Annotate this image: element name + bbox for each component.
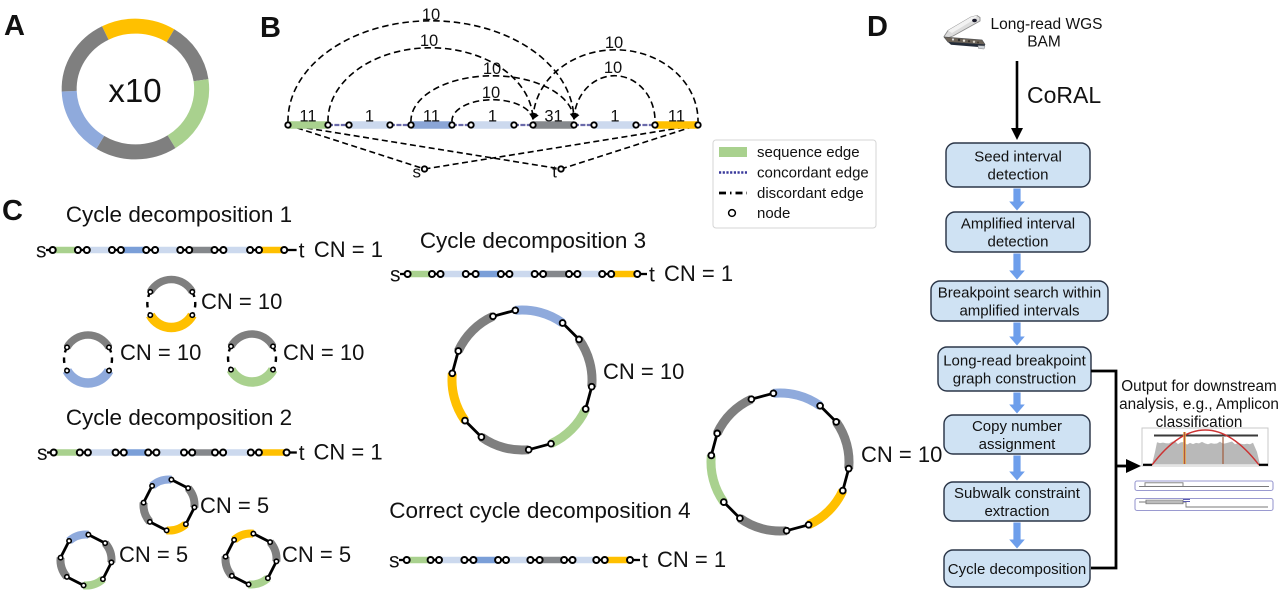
svg-text:t: t (642, 550, 648, 573)
svg-text:t: t (299, 442, 305, 465)
svg-text:10: 10 (604, 59, 622, 77)
svg-text:Long-read WGS: Long-read WGS (991, 16, 1103, 33)
svg-text:CN = 10: CN = 10 (201, 289, 282, 314)
svg-text:Seed interval: Seed interval (974, 149, 1062, 166)
svg-text:Subwalk constraint: Subwalk constraint (954, 485, 1081, 502)
svg-text:Cycle decomposition 3: Cycle decomposition 3 (420, 228, 646, 253)
svg-text:C: C (2, 195, 23, 227)
svg-text:classification: classification (1156, 414, 1243, 431)
svg-text:Long-read breakpoint: Long-read breakpoint (943, 353, 1086, 370)
svg-text:s: s (413, 163, 422, 182)
svg-text:CN = 10: CN = 10 (603, 359, 684, 384)
svg-text:1: 1 (488, 108, 497, 126)
svg-text:10: 10 (420, 32, 438, 50)
svg-text:s: s (390, 264, 401, 287)
svg-text:assignment: assignment (979, 436, 1057, 453)
svg-text:10: 10 (422, 6, 440, 24)
svg-text:D: D (867, 11, 888, 43)
svg-text:concordant edge: concordant edge (757, 165, 869, 182)
svg-text:detection: detection (988, 167, 1049, 184)
svg-text:s: s (37, 442, 48, 465)
svg-text:analysis, e.g., Amplicon: analysis, e.g., Amplicon (1119, 396, 1279, 413)
svg-text:BAM: BAM (1027, 34, 1061, 51)
svg-text:10: 10 (483, 60, 501, 78)
svg-text:CN = 1: CN = 1 (314, 440, 383, 465)
svg-text:sequence edge: sequence edge (757, 144, 860, 161)
svg-text:s: s (389, 550, 400, 573)
svg-text:10: 10 (482, 84, 500, 102)
svg-text:CN = 5: CN = 5 (200, 493, 269, 518)
svg-text:CoRAL: CoRAL (1027, 82, 1101, 108)
svg-text:t: t (299, 240, 305, 263)
svg-text:CN = 1: CN = 1 (657, 547, 726, 572)
svg-text:amplified intervals: amplified intervals (959, 303, 1079, 320)
svg-text:s: s (36, 240, 47, 263)
svg-text:CN = 1: CN = 1 (664, 261, 733, 286)
svg-text:discordant edge: discordant edge (757, 185, 864, 202)
svg-text:A: A (4, 10, 25, 42)
svg-text:CN = 10: CN = 10 (283, 340, 364, 365)
svg-text:31: 31 (544, 108, 562, 126)
svg-text:detection: detection (988, 234, 1049, 251)
svg-text:1: 1 (365, 108, 374, 126)
svg-text:node: node (757, 205, 790, 222)
svg-text:t: t (649, 264, 655, 287)
svg-text:graph construction: graph construction (953, 371, 1076, 388)
svg-text:Breakpoint search within: Breakpoint search within (938, 285, 1101, 302)
svg-text:1: 1 (610, 108, 619, 126)
svg-text:CN = 10: CN = 10 (120, 340, 201, 365)
svg-text:11: 11 (668, 108, 685, 126)
svg-text:t: t (552, 163, 557, 182)
svg-text:CN = 5: CN = 5 (119, 542, 188, 567)
svg-text:10: 10 (605, 34, 623, 52)
svg-text:Output for downstream: Output for downstream (1121, 378, 1277, 395)
svg-text:Amplified interval: Amplified interval (961, 216, 1075, 233)
svg-text:Cycle decomposition 1: Cycle decomposition 1 (66, 202, 292, 227)
svg-text:Copy number: Copy number (972, 418, 1062, 435)
svg-text:11: 11 (299, 108, 316, 126)
svg-text:B: B (260, 12, 281, 44)
svg-text:x10: x10 (108, 72, 161, 109)
svg-text:CN = 10: CN = 10 (861, 442, 942, 467)
svg-text:CN = 1: CN = 1 (314, 237, 383, 262)
svg-text:CN = 5: CN = 5 (282, 542, 351, 567)
svg-text:11: 11 (423, 108, 440, 126)
svg-text:Correct cycle decomposition 4: Correct cycle decomposition 4 (389, 498, 690, 523)
svg-text:extraction: extraction (984, 503, 1049, 520)
svg-text:Cycle decomposition 2: Cycle decomposition 2 (66, 405, 292, 430)
svg-text:Cycle decomposition: Cycle decomposition (948, 561, 1086, 578)
